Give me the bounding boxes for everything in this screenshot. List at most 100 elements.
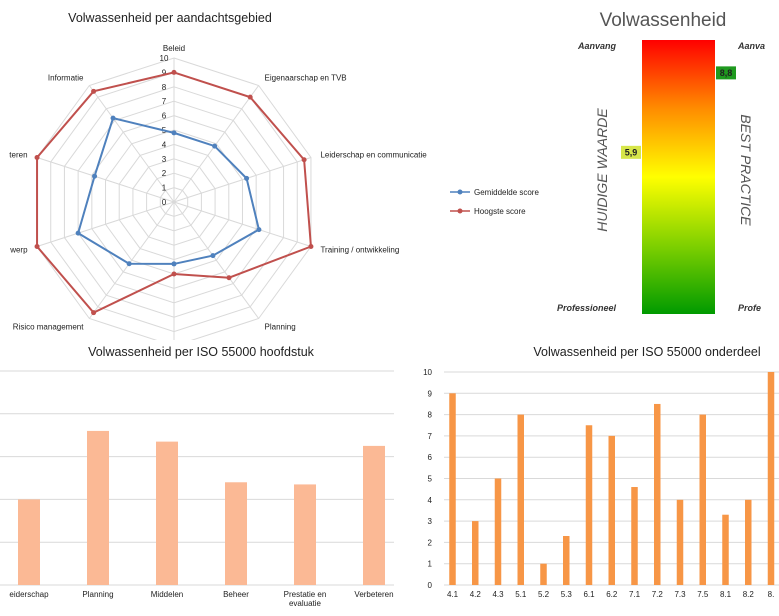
part-category-label: 4.1 <box>447 590 459 599</box>
radar-point-average-score <box>256 227 262 233</box>
radar-tick-label: 2 <box>162 169 167 178</box>
part-category-label: 6.1 <box>583 590 595 599</box>
radar-point-highest-score <box>91 88 97 94</box>
part-bar-panel: Volwassenheid per ISO 55000 onderdeel 0 1… <box>400 340 779 616</box>
chapter-category-label: Verbeteren <box>354 590 393 599</box>
part-bar <box>517 414 524 585</box>
part-bar <box>494 478 502 585</box>
radar-point-highest-score <box>34 155 40 161</box>
legend-avg-label: Gemiddelde score <box>474 188 539 197</box>
gauge-current-value: 5,9 <box>625 147 638 157</box>
radar-spoke <box>173 157 312 203</box>
radar-category-label: Risico management <box>13 323 84 332</box>
chapter-bar <box>363 445 385 585</box>
radar-tick-label: 9 <box>162 68 167 77</box>
part-y-tick-label: 1 <box>428 560 433 569</box>
radar-tick-label: 7 <box>162 97 167 106</box>
part-y-tick-label: 5 <box>428 475 433 484</box>
part-category-label: 4.2 <box>470 590 482 599</box>
radar-point-highest-score <box>308 243 314 249</box>
gauge-right-label: BEST PRACTICE <box>738 114 754 226</box>
part-category-label: 6.2 <box>606 590 618 599</box>
gauge-current-marker <box>621 145 641 159</box>
chapter-category-label: evaluatie <box>289 599 322 608</box>
radar-spoke <box>173 201 312 247</box>
part-y-tick-label: 10 <box>423 368 432 377</box>
part-y-tick-label: 3 <box>428 517 433 526</box>
radar-point-highest-score <box>171 69 177 75</box>
part-y-tick-label: 7 <box>428 432 433 441</box>
radar-category-label: Leiderschap en communicatie <box>320 150 427 159</box>
part-bar <box>540 563 547 585</box>
chapter-bars <box>18 430 385 585</box>
radar-series-group <box>34 69 314 316</box>
radar-point-highest-score <box>301 157 307 163</box>
gauge-bottom-left-label: Professioneel <box>557 303 617 313</box>
chapter-bar <box>18 499 40 585</box>
legend-max-label: Hoogste score <box>474 207 526 216</box>
part-category-label: 5.3 <box>561 590 573 599</box>
radar-point-highest-score <box>34 243 40 249</box>
maturity-gauge: Volwassenheid Aanvang Aanva Professionee… <box>557 10 765 314</box>
gauge-bottom-right-label: Profe <box>738 303 761 313</box>
radar-spoke <box>88 201 175 319</box>
chapter-bar <box>294 484 316 585</box>
part-y-tick-label: 6 <box>428 453 433 462</box>
chapter-category-label: Planning <box>82 590 113 599</box>
part-category-label: 5.1 <box>515 590 527 599</box>
part-category-label: 7.2 <box>652 590 664 599</box>
part-y-tick-label: 0 <box>428 581 433 590</box>
radar-point-average-score <box>126 261 132 267</box>
part-category-label: 7.5 <box>697 590 709 599</box>
part-bar <box>472 521 479 585</box>
part-category-label: 7.3 <box>674 590 686 599</box>
radar-tick-label: 10 <box>160 54 169 63</box>
part-y-tick-labels: 0 1 2 3 4 5 6 7 8 9 10 <box>423 368 432 590</box>
radar-category-label: werp <box>9 246 28 255</box>
part-bar <box>699 414 706 585</box>
radar-tick-label: 8 <box>162 83 167 92</box>
gauge-left-label: HUIDIGE WAARDE <box>594 108 610 232</box>
radar-point-highest-score <box>247 94 253 100</box>
chapter-category-label: Middelen <box>151 590 183 599</box>
part-category-label: 4.3 <box>492 590 504 599</box>
radar-category-label: Training / ontwikkeling <box>320 246 399 255</box>
radar-chart-title: Volwassenheid per aandachtsgebied <box>68 11 272 25</box>
chapter-category-label: eiderschap <box>9 590 49 599</box>
part-bar <box>722 514 729 585</box>
radar-spoke <box>173 85 260 203</box>
radar-grid-ring <box>36 57 312 340</box>
chapter-chart-title: Volwassenheid per ISO 55000 hoofdstuk <box>88 345 315 359</box>
part-bar <box>585 425 593 585</box>
chapter-category-labels: eiderschap Planning Middelen Beheer Prestati… <box>9 590 393 608</box>
radar-point-average-score <box>75 230 81 236</box>
radar-tick-label: 6 <box>162 112 167 121</box>
part-bar-chart: Volwassenheid per ISO 55000 onderdeel 0 1… <box>423 345 779 599</box>
part-category-labels: 4.1 4.2 4.3 5.1 5.2 5.3 6.1 6.2 7.1 7.2 7.3 7.5 8.1 8… <box>447 590 774 599</box>
chapter-bar-panel: Volwassenheid per ISO 55000 hoofdstuk ei… <box>0 340 398 616</box>
radar-category-label: Eigenaarschap en TVB <box>265 73 347 82</box>
part-category-label: 8. <box>768 590 775 599</box>
gauge-top-right-label: Aanva <box>737 41 765 51</box>
chapter-bar <box>225 482 247 585</box>
radar-tick-label: 3 <box>162 155 167 164</box>
radar-category-label: Planning <box>265 323 296 332</box>
radar-chart: Volwassenheid per aandachtsgebied 012345… <box>9 11 539 340</box>
chapter-gridlines <box>0 370 394 586</box>
radar-category-labels: Beleid Eigenaarschap en TVB Leiderschap en… <box>9 44 427 332</box>
gauge-top-left-label: Aanvang <box>577 41 617 51</box>
legend-max-marker <box>457 208 463 214</box>
radar-point-average-score <box>212 143 218 149</box>
chapter-category-label: Prestatie en <box>284 590 327 599</box>
chapter-bar-chart: Volwassenheid per ISO 55000 hoofdstuk ei… <box>0 345 394 608</box>
part-bar <box>563 536 570 585</box>
radar-category-label: teren <box>9 150 27 159</box>
radar-point-average-score <box>210 253 216 259</box>
part-bar <box>631 487 638 585</box>
gauge-best-value: 8,8 <box>720 68 733 78</box>
part-category-label: 8.1 <box>720 590 732 599</box>
radar-tick-label: 1 <box>162 184 167 193</box>
radar-point-average-score <box>92 173 98 179</box>
part-y-tick-label: 4 <box>428 496 433 505</box>
